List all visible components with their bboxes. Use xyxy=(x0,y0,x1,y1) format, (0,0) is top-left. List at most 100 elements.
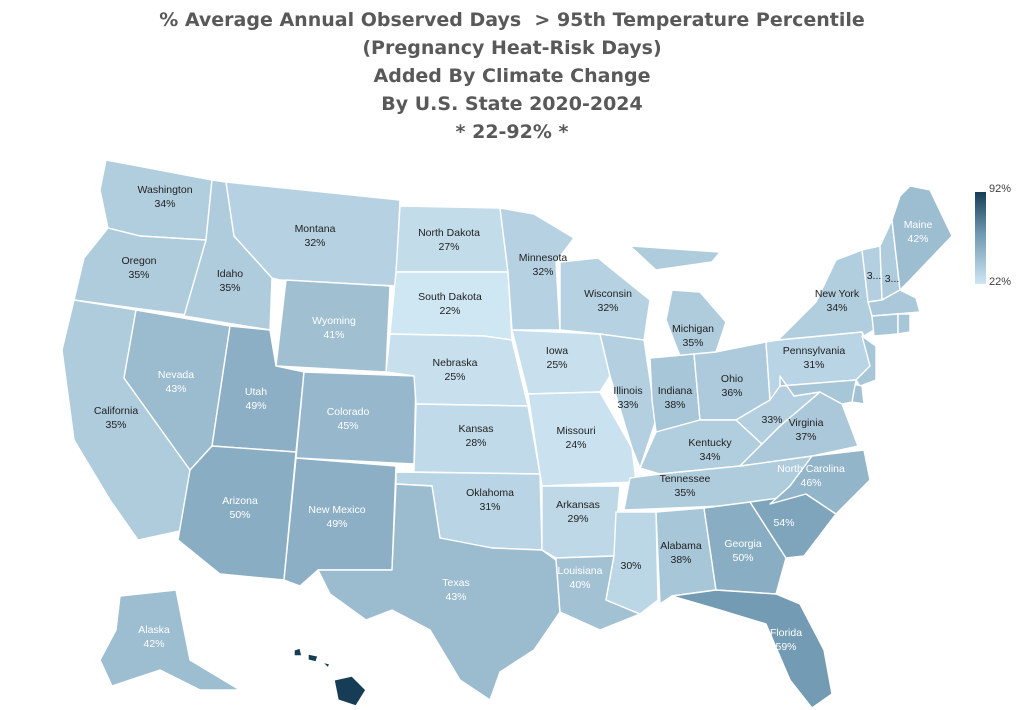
state-value-ID: 35% xyxy=(219,282,240,294)
state-name-AK: Alaska xyxy=(138,624,170,636)
state-value-UT: 49% xyxy=(245,400,266,412)
state-MT[interactable] xyxy=(225,181,401,287)
state-name-MI: Michigan xyxy=(672,323,714,335)
state-name-MO: Missouri xyxy=(556,425,595,437)
state-name-KY: Kentucky xyxy=(688,437,732,449)
title-line-2: (Pregnancy Heat-Risk Days) xyxy=(362,37,662,59)
state-value-KS: 28% xyxy=(465,437,486,449)
state-FL[interactable] xyxy=(671,589,833,709)
legend-color-bar xyxy=(975,192,986,284)
state-value-AK: 42% xyxy=(143,638,164,650)
state-name-MT: Montana xyxy=(295,223,336,235)
state-name-MN: Minnesota xyxy=(519,252,568,264)
state-value-WI: 32% xyxy=(597,302,618,314)
state-value-WV: 33% xyxy=(761,414,782,426)
state-value-WY: 41% xyxy=(323,329,344,341)
state-AK[interactable] xyxy=(99,589,241,691)
state-ME[interactable] xyxy=(891,185,953,291)
state-name-ME: Maine xyxy=(904,219,933,231)
state-name-KS: Kansas xyxy=(458,423,493,435)
state-value-MT: 32% xyxy=(304,237,325,249)
state-value-NM: 49% xyxy=(326,518,347,530)
state-value-PA: 31% xyxy=(803,359,824,371)
state-value-NE: 25% xyxy=(444,371,465,383)
state-labels: Washington 34% Oregon 35% California 35% Idaho… xyxy=(94,184,933,653)
state-value-TN: 35% xyxy=(674,487,695,499)
state-value-SC: 54% xyxy=(773,517,794,529)
state-name-IA: Iowa xyxy=(546,345,568,357)
state-value-OH: 36% xyxy=(721,387,742,399)
state-name-SD: South Dakota xyxy=(418,291,482,303)
state-value-MI: 35% xyxy=(682,337,703,349)
state-name-FL: Florida xyxy=(770,627,802,639)
state-GA[interactable] xyxy=(703,501,787,595)
state-name-NV: Nevada xyxy=(158,369,194,381)
state-name-NE: Nebraska xyxy=(433,357,478,369)
state-name-VT: 3... xyxy=(867,270,882,282)
state-value-NV: 43% xyxy=(165,383,186,395)
state-value-AL: 38% xyxy=(670,554,691,566)
state-value-LA: 40% xyxy=(569,579,590,591)
state-NC[interactable] xyxy=(769,449,871,515)
title-line-1: % Average Annual Observed Days > 95th Te… xyxy=(159,9,865,31)
state-TX[interactable] xyxy=(317,483,561,701)
state-value-OK: 31% xyxy=(479,501,500,513)
state-CT[interactable] xyxy=(871,313,899,337)
state-value-CO: 45% xyxy=(337,420,358,432)
state-IA[interactable] xyxy=(511,329,611,395)
state-name-NY: New York xyxy=(815,288,860,300)
state-name-AR: Arkansas xyxy=(556,499,600,511)
state-RI[interactable] xyxy=(897,313,911,335)
state-value-AZ: 50% xyxy=(229,509,250,521)
state-value-FL: 59% xyxy=(775,641,796,653)
state-name-ND: North Dakota xyxy=(418,227,480,239)
state-name-ID: Idaho xyxy=(217,268,243,280)
state-name-IN: Indiana xyxy=(658,385,693,397)
state-name-VA: Virginia xyxy=(789,417,824,429)
state-value-ME: 42% xyxy=(907,233,928,245)
state-value-IN: 38% xyxy=(664,399,685,411)
map-title: % Average Annual Observed Days > 95th Te… xyxy=(0,6,1024,146)
state-value-GA: 50% xyxy=(732,552,753,564)
state-name-UT: Utah xyxy=(245,386,267,398)
state-value-AR: 29% xyxy=(567,513,588,525)
state-name-NM: New Mexico xyxy=(308,504,365,516)
state-value-IA: 25% xyxy=(546,359,567,371)
state-name-GA: Georgia xyxy=(724,538,762,550)
state-value-MO: 24% xyxy=(565,439,586,451)
state-ND[interactable] xyxy=(395,205,509,273)
state-name-OH: Ohio xyxy=(721,373,743,385)
legend-max-label: 92% xyxy=(989,183,1012,195)
state-HI[interactable] xyxy=(293,647,367,707)
state-CO[interactable] xyxy=(295,371,417,465)
state-value-NY: 34% xyxy=(826,302,847,314)
state-name-PA: Pennsylvania xyxy=(783,345,846,357)
state-name-CO: Colorado xyxy=(327,406,370,418)
title-line-4: By U.S. State 2020-2024 xyxy=(381,93,643,115)
state-value-IL: 33% xyxy=(617,399,638,411)
state-value-CA: 35% xyxy=(105,419,126,431)
state-value-MS: 30% xyxy=(620,560,641,572)
state-value-MN: 32% xyxy=(532,266,553,278)
state-name-WI: Wisconsin xyxy=(584,288,632,300)
state-name-WA: Washington xyxy=(137,184,192,196)
title-line-3: Added By Climate Change xyxy=(373,65,651,87)
state-name-TN: Tennessee xyxy=(660,473,711,485)
state-value-NC: 46% xyxy=(800,477,821,489)
state-MD[interactable] xyxy=(779,375,857,405)
state-name-OK: Oklahoma xyxy=(466,487,514,499)
state-name-LA: Louisiana xyxy=(558,565,603,577)
state-name-NH: 3... xyxy=(885,273,900,285)
state-value-KY: 34% xyxy=(699,451,720,463)
state-name-AL: Alabama xyxy=(660,540,702,552)
state-name-NC: North Carolina xyxy=(777,463,845,475)
state-value-WA: 34% xyxy=(154,198,175,210)
state-value-OR: 35% xyxy=(128,269,149,281)
legend-min-label: 22% xyxy=(989,276,1012,288)
state-name-IL: Illinois xyxy=(613,385,642,397)
state-value-SD: 22% xyxy=(439,305,460,317)
state-MN[interactable] xyxy=(499,207,575,331)
state-value-ND: 27% xyxy=(438,241,459,253)
state-value-VA: 37% xyxy=(795,431,816,443)
